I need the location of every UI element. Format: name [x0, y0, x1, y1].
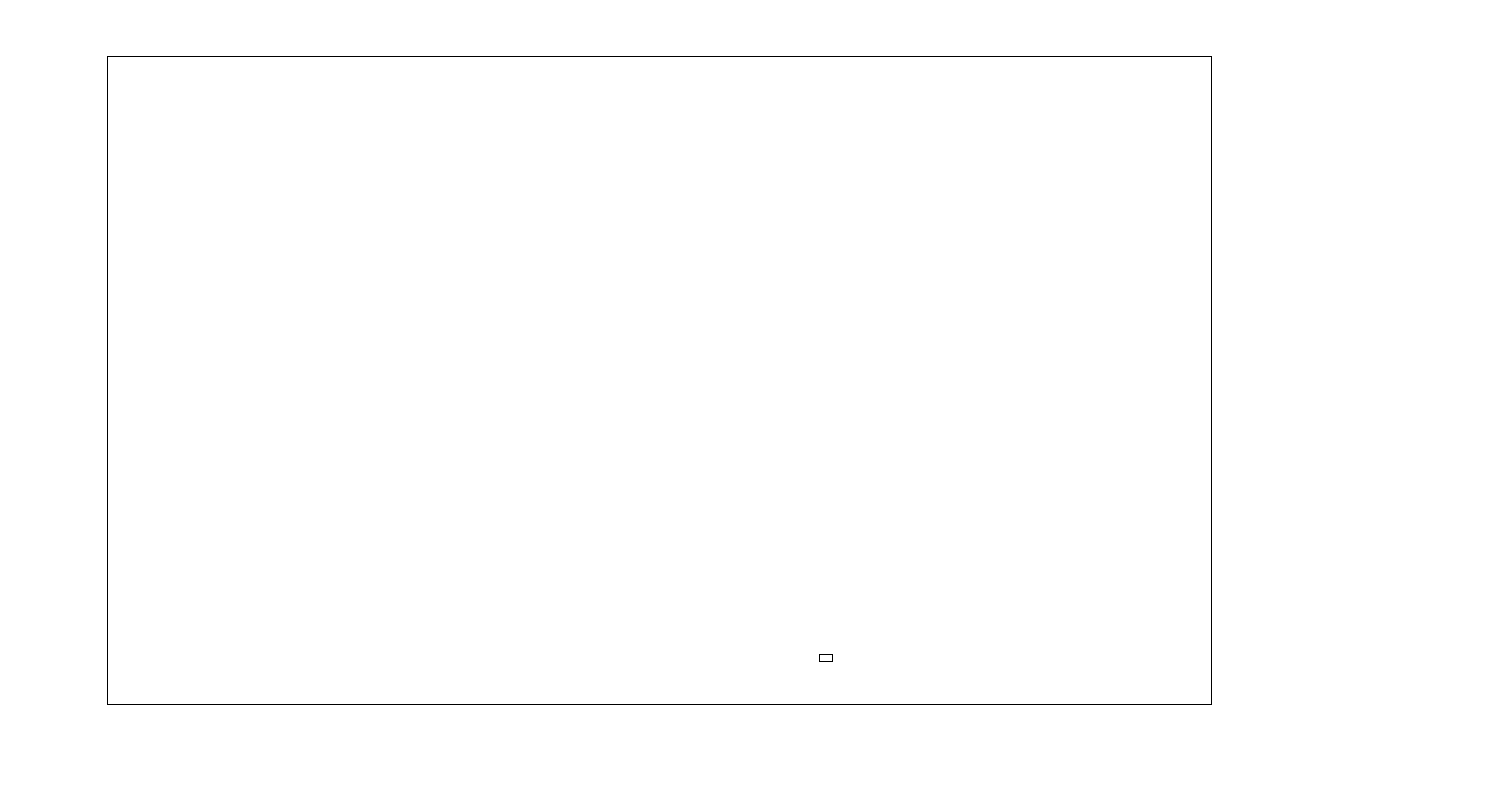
colorbar-label	[1381, 238, 1407, 538]
map-plot-area	[107, 56, 1212, 705]
forecast-info-box	[819, 654, 833, 662]
y-axis-label	[17, 260, 43, 500]
map-canvas	[107, 56, 1212, 705]
